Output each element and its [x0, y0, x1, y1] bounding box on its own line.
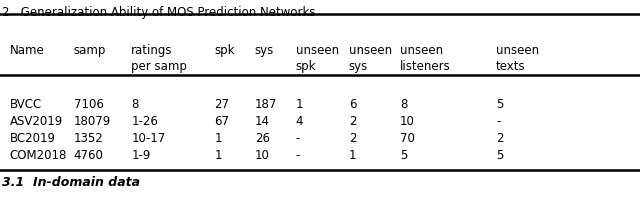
Text: 4: 4 — [296, 115, 303, 128]
Text: unseen
listeners: unseen listeners — [400, 44, 451, 73]
Text: sys: sys — [255, 44, 274, 57]
Text: 1-26: 1-26 — [131, 115, 158, 128]
Text: 10-17: 10-17 — [131, 132, 166, 145]
Text: 1352: 1352 — [74, 132, 103, 145]
Text: 5: 5 — [496, 149, 504, 162]
Text: 187: 187 — [255, 98, 277, 111]
Text: 8: 8 — [131, 98, 139, 111]
Text: 1: 1 — [349, 149, 356, 162]
Text: 8: 8 — [400, 98, 408, 111]
Text: samp: samp — [74, 44, 106, 57]
Text: -: - — [496, 115, 500, 128]
Text: COM2018: COM2018 — [10, 149, 67, 162]
Text: 1: 1 — [296, 98, 303, 111]
Text: 26: 26 — [255, 132, 269, 145]
Text: 2: 2 — [349, 115, 356, 128]
Text: 1: 1 — [214, 149, 222, 162]
Text: ASV2019: ASV2019 — [10, 115, 63, 128]
Text: 27: 27 — [214, 98, 229, 111]
Text: 5: 5 — [400, 149, 408, 162]
Text: 10: 10 — [255, 149, 269, 162]
Text: 70: 70 — [400, 132, 415, 145]
Text: -: - — [296, 132, 300, 145]
Text: 18079: 18079 — [74, 115, 111, 128]
Text: 6: 6 — [349, 98, 356, 111]
Text: 3.1  In-domain data: 3.1 In-domain data — [2, 176, 140, 189]
Text: 1-9: 1-9 — [131, 149, 150, 162]
Text: 2: 2 — [349, 132, 356, 145]
Text: unseen
texts: unseen texts — [496, 44, 539, 73]
Text: BC2019: BC2019 — [10, 132, 56, 145]
Text: unseen
sys: unseen sys — [349, 44, 392, 73]
Text: 2: 2 — [496, 132, 504, 145]
Text: unseen
spk: unseen spk — [296, 44, 339, 73]
Text: 14: 14 — [255, 115, 269, 128]
Text: 4760: 4760 — [74, 149, 104, 162]
Text: -: - — [296, 149, 300, 162]
Text: spk: spk — [214, 44, 235, 57]
Text: 67: 67 — [214, 115, 229, 128]
Text: 5: 5 — [496, 98, 504, 111]
Text: 10: 10 — [400, 115, 415, 128]
Text: 2   Generalization Ability of MOS Prediction Networks: 2 Generalization Ability of MOS Predicti… — [2, 6, 316, 19]
Text: 1: 1 — [214, 132, 222, 145]
Text: Name: Name — [10, 44, 44, 57]
Text: BVCC: BVCC — [10, 98, 42, 111]
Text: 7106: 7106 — [74, 98, 104, 111]
Text: ratings
per samp: ratings per samp — [131, 44, 187, 73]
